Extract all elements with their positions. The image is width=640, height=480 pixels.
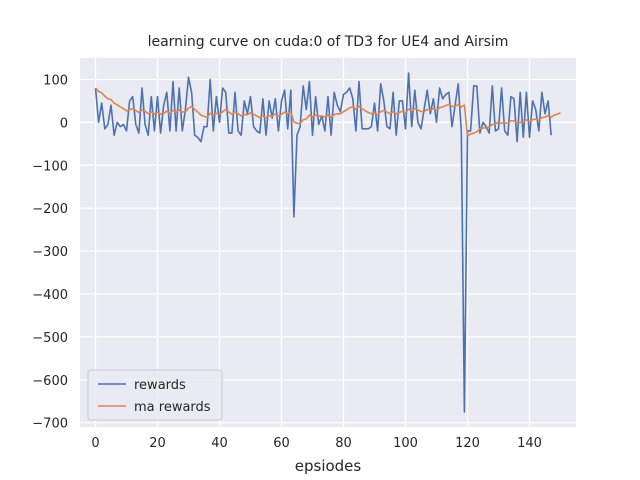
legend: rewards ma rewards xyxy=(87,369,223,421)
series-line-rewards xyxy=(94,72,552,413)
y-tick-label: 0 xyxy=(60,116,68,131)
chart-title: learning curve on cuda:0 of TD3 for UE4 … xyxy=(148,34,509,50)
x-tick-label: 20 xyxy=(149,436,166,451)
x-tick-label: 0 xyxy=(91,436,99,451)
y-tick-label: −600 xyxy=(32,374,68,389)
x-tick-label: 140 xyxy=(517,436,542,451)
x-tick-label: 80 xyxy=(335,436,352,451)
legend-box xyxy=(87,369,223,421)
x-tick-label: 40 xyxy=(211,436,228,451)
y-tick-label: −100 xyxy=(32,159,68,174)
y-tick-label: 100 xyxy=(43,73,68,88)
x-axis-label: epsiodes xyxy=(295,457,362,475)
legend-label: ma rewards xyxy=(134,400,211,415)
series-line-ma-rewards xyxy=(94,87,561,137)
y-tick-label: −300 xyxy=(32,245,68,260)
legend-label: rewards xyxy=(134,378,186,393)
x-tick-label: 100 xyxy=(393,436,418,451)
y-tick-label: −400 xyxy=(32,288,68,303)
series-lines xyxy=(94,72,561,413)
tick-labels: 0 20 40 60 80 100 120 140 100 0 −100 −200 −300 −400 −5… xyxy=(32,73,542,451)
y-tick-label: −500 xyxy=(32,331,68,346)
x-tick-label: 120 xyxy=(455,436,480,451)
y-tick-label: −700 xyxy=(32,417,68,432)
y-tick-label: −200 xyxy=(32,202,68,217)
x-tick-label: 60 xyxy=(273,436,290,451)
